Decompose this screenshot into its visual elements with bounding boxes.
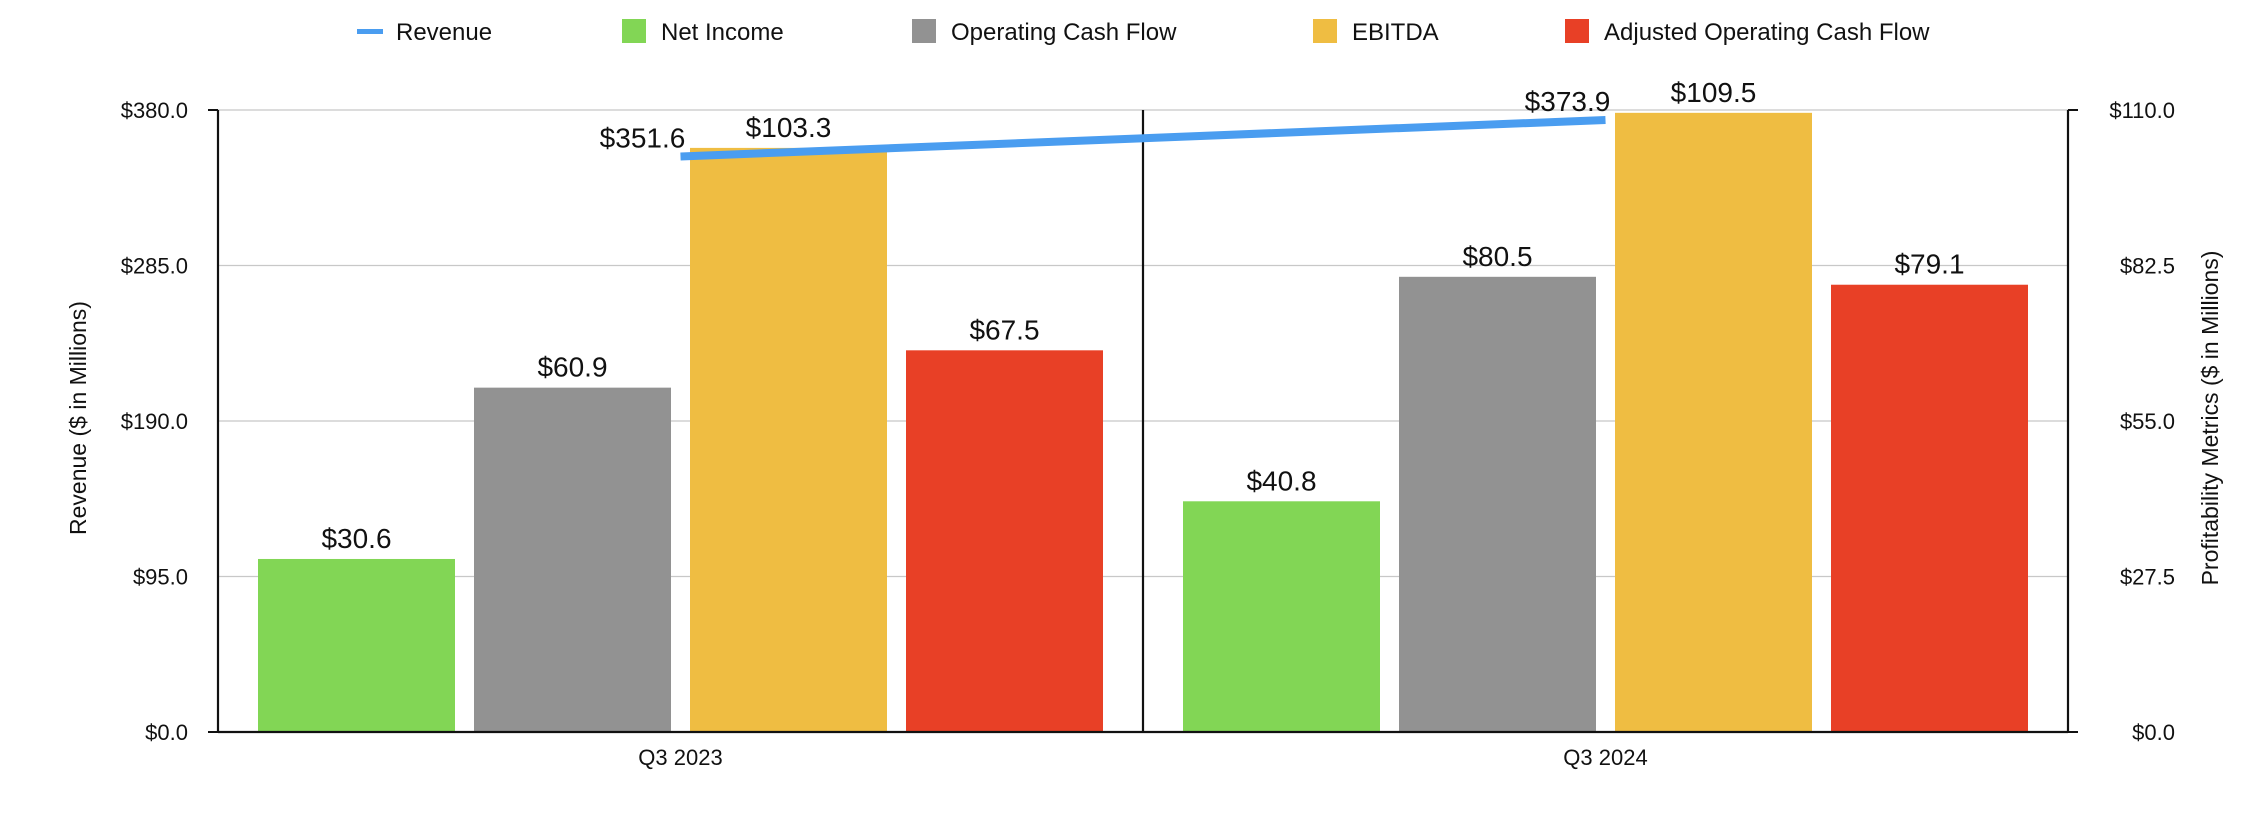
bar-adjusted-operating-cash-flow — [906, 350, 1103, 732]
right-tick-label: $110.0 — [2109, 98, 2175, 123]
bar-value-label: $103.3 — [746, 112, 832, 143]
legend-item: EBITDA — [1313, 19, 1439, 46]
bar-value-label: $67.5 — [969, 314, 1039, 345]
bar-adjusted-operating-cash-flow — [1831, 284, 2028, 732]
left-axis-title: Revenue ($ in Millions) — [65, 301, 91, 535]
bar-value-label: $40.8 — [1246, 465, 1316, 496]
legend-item: Revenue — [357, 19, 492, 46]
legend-item: Operating Cash Flow — [912, 19, 1177, 46]
legend-item: Adjusted Operating Cash Flow — [1565, 19, 1930, 46]
left-tick-label: $380.0 — [121, 98, 188, 123]
right-tick-label: $0.0 — [2132, 720, 2175, 745]
left-tick-label: $95.0 — [133, 565, 188, 590]
category-label: Q3 2024 — [1563, 745, 1647, 770]
legend-item: Net Income — [622, 19, 784, 46]
bar-value-label: $79.1 — [1894, 249, 1964, 280]
bar-net-income — [1183, 501, 1380, 732]
bar-operating-cash-flow — [1399, 276, 1596, 732]
bar-ebitda — [690, 147, 887, 733]
legend-label: Adjusted Operating Cash Flow — [1604, 19, 1930, 46]
bar-net-income — [258, 558, 455, 732]
right-tick-label: $27.5 — [2120, 565, 2175, 590]
legend-swatch — [622, 19, 646, 43]
legend-label: Operating Cash Flow — [951, 19, 1177, 46]
bars — [258, 112, 2028, 733]
bar-value-label: $60.9 — [537, 352, 607, 383]
left-tick-label: $190.0 — [121, 409, 188, 434]
bar-value-label: $30.6 — [321, 523, 391, 554]
legend-swatch — [912, 19, 936, 43]
bar-ebitda — [1615, 112, 1812, 732]
bar-value-label: $80.5 — [1462, 241, 1532, 272]
left-tick-label: $285.0 — [121, 254, 188, 279]
revenue-line-path — [680, 115, 1606, 161]
axis-ticks: $0.0 $95.0 $190.0 $285.0 $380.0 $0.0 $27.5 $55.… — [121, 98, 2175, 770]
right-tick-label: $82.5 — [2120, 254, 2175, 279]
revenue-value-label: $373.9 — [1525, 86, 1611, 117]
bar-operating-cash-flow — [474, 387, 671, 732]
right-tick-label: $55.0 — [2120, 409, 2175, 434]
legend: Revenue Net Income Operating Cash Flow EBIT… — [357, 19, 1930, 46]
revenue-line — [680, 115, 1606, 161]
legend-swatch — [1565, 19, 1589, 43]
category-label: Q3 2023 — [638, 745, 722, 770]
revenue-value-label: $351.6 — [600, 122, 686, 153]
legend-swatch — [1313, 19, 1337, 43]
data-labels: $30.6 $60.9 $103.3 $67.5 $40.8 $80.5 $109.5 $79… — [321, 77, 1964, 554]
bar-value-label: $109.5 — [1671, 77, 1757, 108]
right-axis-title: Profitability Metrics ($ in Millions) — [2197, 251, 2223, 586]
legend-label: Revenue — [396, 19, 492, 46]
plot-frame — [208, 109, 2078, 734]
left-tick-label: $0.0 — [145, 720, 188, 745]
legend-swatch-line — [357, 29, 383, 34]
legend-label: Net Income — [661, 19, 784, 46]
legend-label: EBITDA — [1352, 19, 1439, 46]
